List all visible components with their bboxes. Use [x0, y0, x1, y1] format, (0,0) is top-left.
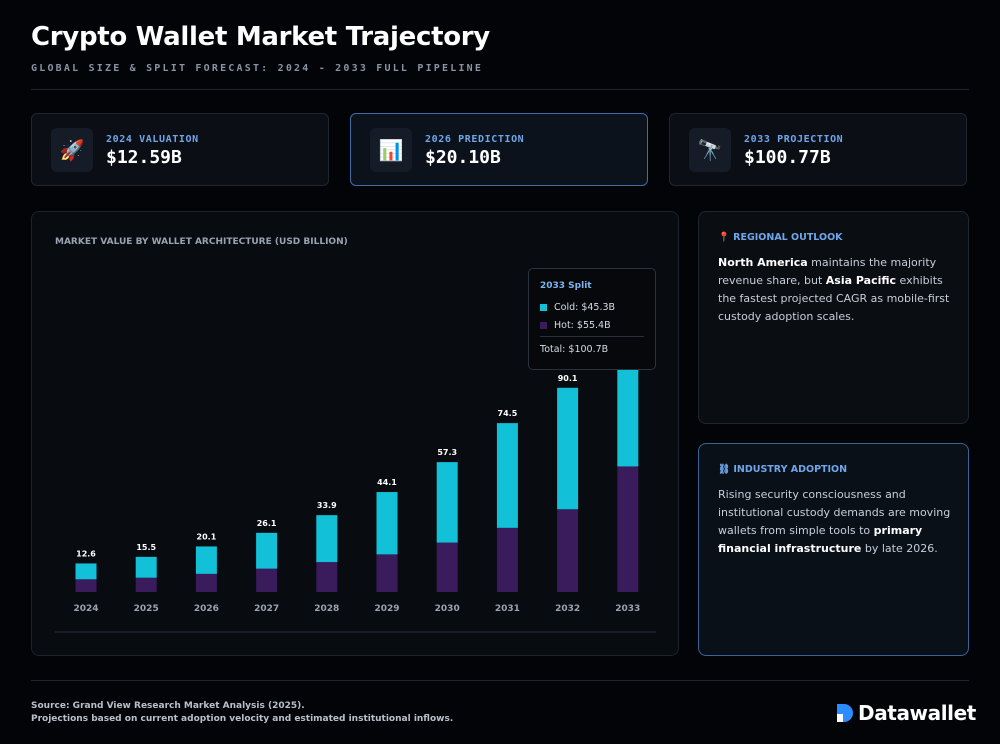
hot-swatch-icon — [540, 322, 547, 329]
industry-adoption-heading: ⛓ INDUSTRY ADOPTION — [718, 464, 848, 475]
total-label-2027: 26.1 — [257, 519, 277, 528]
tooltip-total: Total: $100.7B — [540, 344, 609, 355]
tooltip-cold-row: Cold: $45.3B — [540, 302, 615, 313]
bar-hot-2033 — [617, 466, 639, 592]
header-divider — [31, 89, 969, 90]
tooltip-hot-row: Hot: $55.4B — [540, 320, 611, 331]
x-tick-2025: 2025 — [134, 604, 159, 614]
industry-adoption-text: Rising security consciousness and instit… — [718, 488, 951, 555]
x-tick-2024: 2024 — [73, 604, 98, 614]
telescope-icon: 🔭 — [689, 128, 731, 172]
tooltip-hot-value: Hot: $55.4B — [554, 320, 611, 331]
bar-cold-2027 — [256, 532, 278, 569]
bar-hot-2032 — [557, 509, 579, 592]
rocket-icon: 🚀 — [51, 128, 93, 172]
page-subtitle: GLOBAL SIZE & SPLIT FORECAST: 2024 - 203… — [31, 63, 484, 74]
bar-cold-2025 — [135, 556, 157, 578]
kpi-card-2026: 📊 2026 PREDICTION $20.10B — [350, 113, 648, 186]
total-label-2025: 15.5 — [136, 543, 156, 552]
bar-cold-2031 — [496, 423, 518, 528]
stacked-bar-chart: 12.6 2024 15.5 2025 20.1 2026 26.1 2027 33.9 2028… — [55, 350, 656, 633]
tooltip-cold-value: Cold: $45.3B — [554, 302, 616, 313]
regional-outlook-heading: 📍 REGIONAL OUTLOOK — [718, 232, 843, 243]
tooltip-title: 2033 Split — [540, 281, 592, 291]
bar-hot-2031 — [496, 527, 518, 592]
tooltip-divider — [540, 336, 644, 337]
cold-swatch-icon — [540, 304, 547, 311]
total-label-2029: 44.1 — [377, 478, 397, 487]
brand-name: Datawallet — [858, 701, 976, 725]
x-tick-2031: 2031 — [495, 604, 520, 614]
bar-hot-2024 — [75, 579, 97, 592]
footer-divider — [31, 680, 969, 681]
regional-outlook-text: North America maintains the majority rev… — [718, 256, 950, 323]
chain-link-icon: ⛓ — [718, 464, 731, 475]
bar-hot-2030 — [436, 542, 458, 592]
brand-logo: Datawallet — [836, 701, 976, 725]
bar-chart-icon: 📊 — [370, 128, 412, 172]
x-tick-2026: 2026 — [194, 604, 219, 614]
x-tick-2029: 2029 — [374, 604, 399, 614]
total-label-2030: 57.3 — [437, 448, 457, 457]
source-note: Source: Grand View Research Market Analy… — [31, 701, 454, 724]
total-label-2028: 33.9 — [317, 501, 337, 510]
bar-cold-2028 — [316, 515, 338, 563]
x-tick-2033: 2033 — [615, 604, 640, 614]
bar-cold-2026 — [195, 546, 217, 574]
kpi-value: $100.77B — [744, 147, 831, 168]
total-label-2026: 20.1 — [197, 532, 217, 541]
kpi-value: $20.10B — [425, 147, 501, 168]
datawallet-logo-icon — [837, 704, 853, 722]
kpi-label: 2026 PREDICTION — [425, 134, 525, 145]
kpi-value: $12.59B — [106, 147, 182, 168]
total-label-2032: 90.1 — [558, 374, 578, 383]
bar-cold-2032 — [557, 387, 579, 510]
page-title: Crypto Wallet Market Trajectory — [31, 22, 490, 52]
bar-cold-2033 — [617, 363, 639, 467]
x-tick-2030: 2030 — [435, 604, 460, 614]
x-tick-2032: 2032 — [555, 604, 580, 614]
bar-hot-2026 — [195, 573, 217, 592]
bar-hot-2027 — [256, 568, 278, 592]
total-label-2031: 74.5 — [498, 409, 518, 418]
x-tick-2027: 2027 — [254, 604, 279, 614]
chart-heading: MARKET VALUE BY WALLET ARCHITECTURE (USD… — [55, 237, 348, 247]
bar-cold-2030 — [436, 462, 458, 543]
bar-hot-2028 — [316, 562, 338, 592]
industry-adoption-card: ⛓ INDUSTRY ADOPTION Rising security cons… — [698, 443, 969, 656]
chart-tooltip: 2033 Split Cold: $45.3B Hot: $55.4B Tota… — [528, 268, 656, 370]
kpi-card-2033: 🔭 2033 PROJECTION $100.77B — [669, 113, 967, 186]
pin-icon: 📍 — [718, 232, 730, 243]
bar-cold-2029 — [376, 492, 398, 555]
x-tick-2028: 2028 — [314, 604, 339, 614]
total-label-2024: 12.6 — [76, 549, 96, 558]
kpi-label: 2033 PROJECTION — [744, 134, 844, 145]
bar-hot-2029 — [376, 554, 398, 592]
bar-cold-2024 — [75, 563, 97, 580]
kpi-card-2024: 🚀 2024 VALUATION $12.59B — [31, 113, 329, 186]
chart-panel: MARKET VALUE BY WALLET ARCHITECTURE (USD… — [31, 211, 679, 656]
regional-outlook-card: 📍 REGIONAL OUTLOOK North America maintai… — [698, 211, 969, 424]
bar-hot-2025 — [135, 577, 157, 592]
kpi-label: 2024 VALUATION — [106, 134, 199, 145]
